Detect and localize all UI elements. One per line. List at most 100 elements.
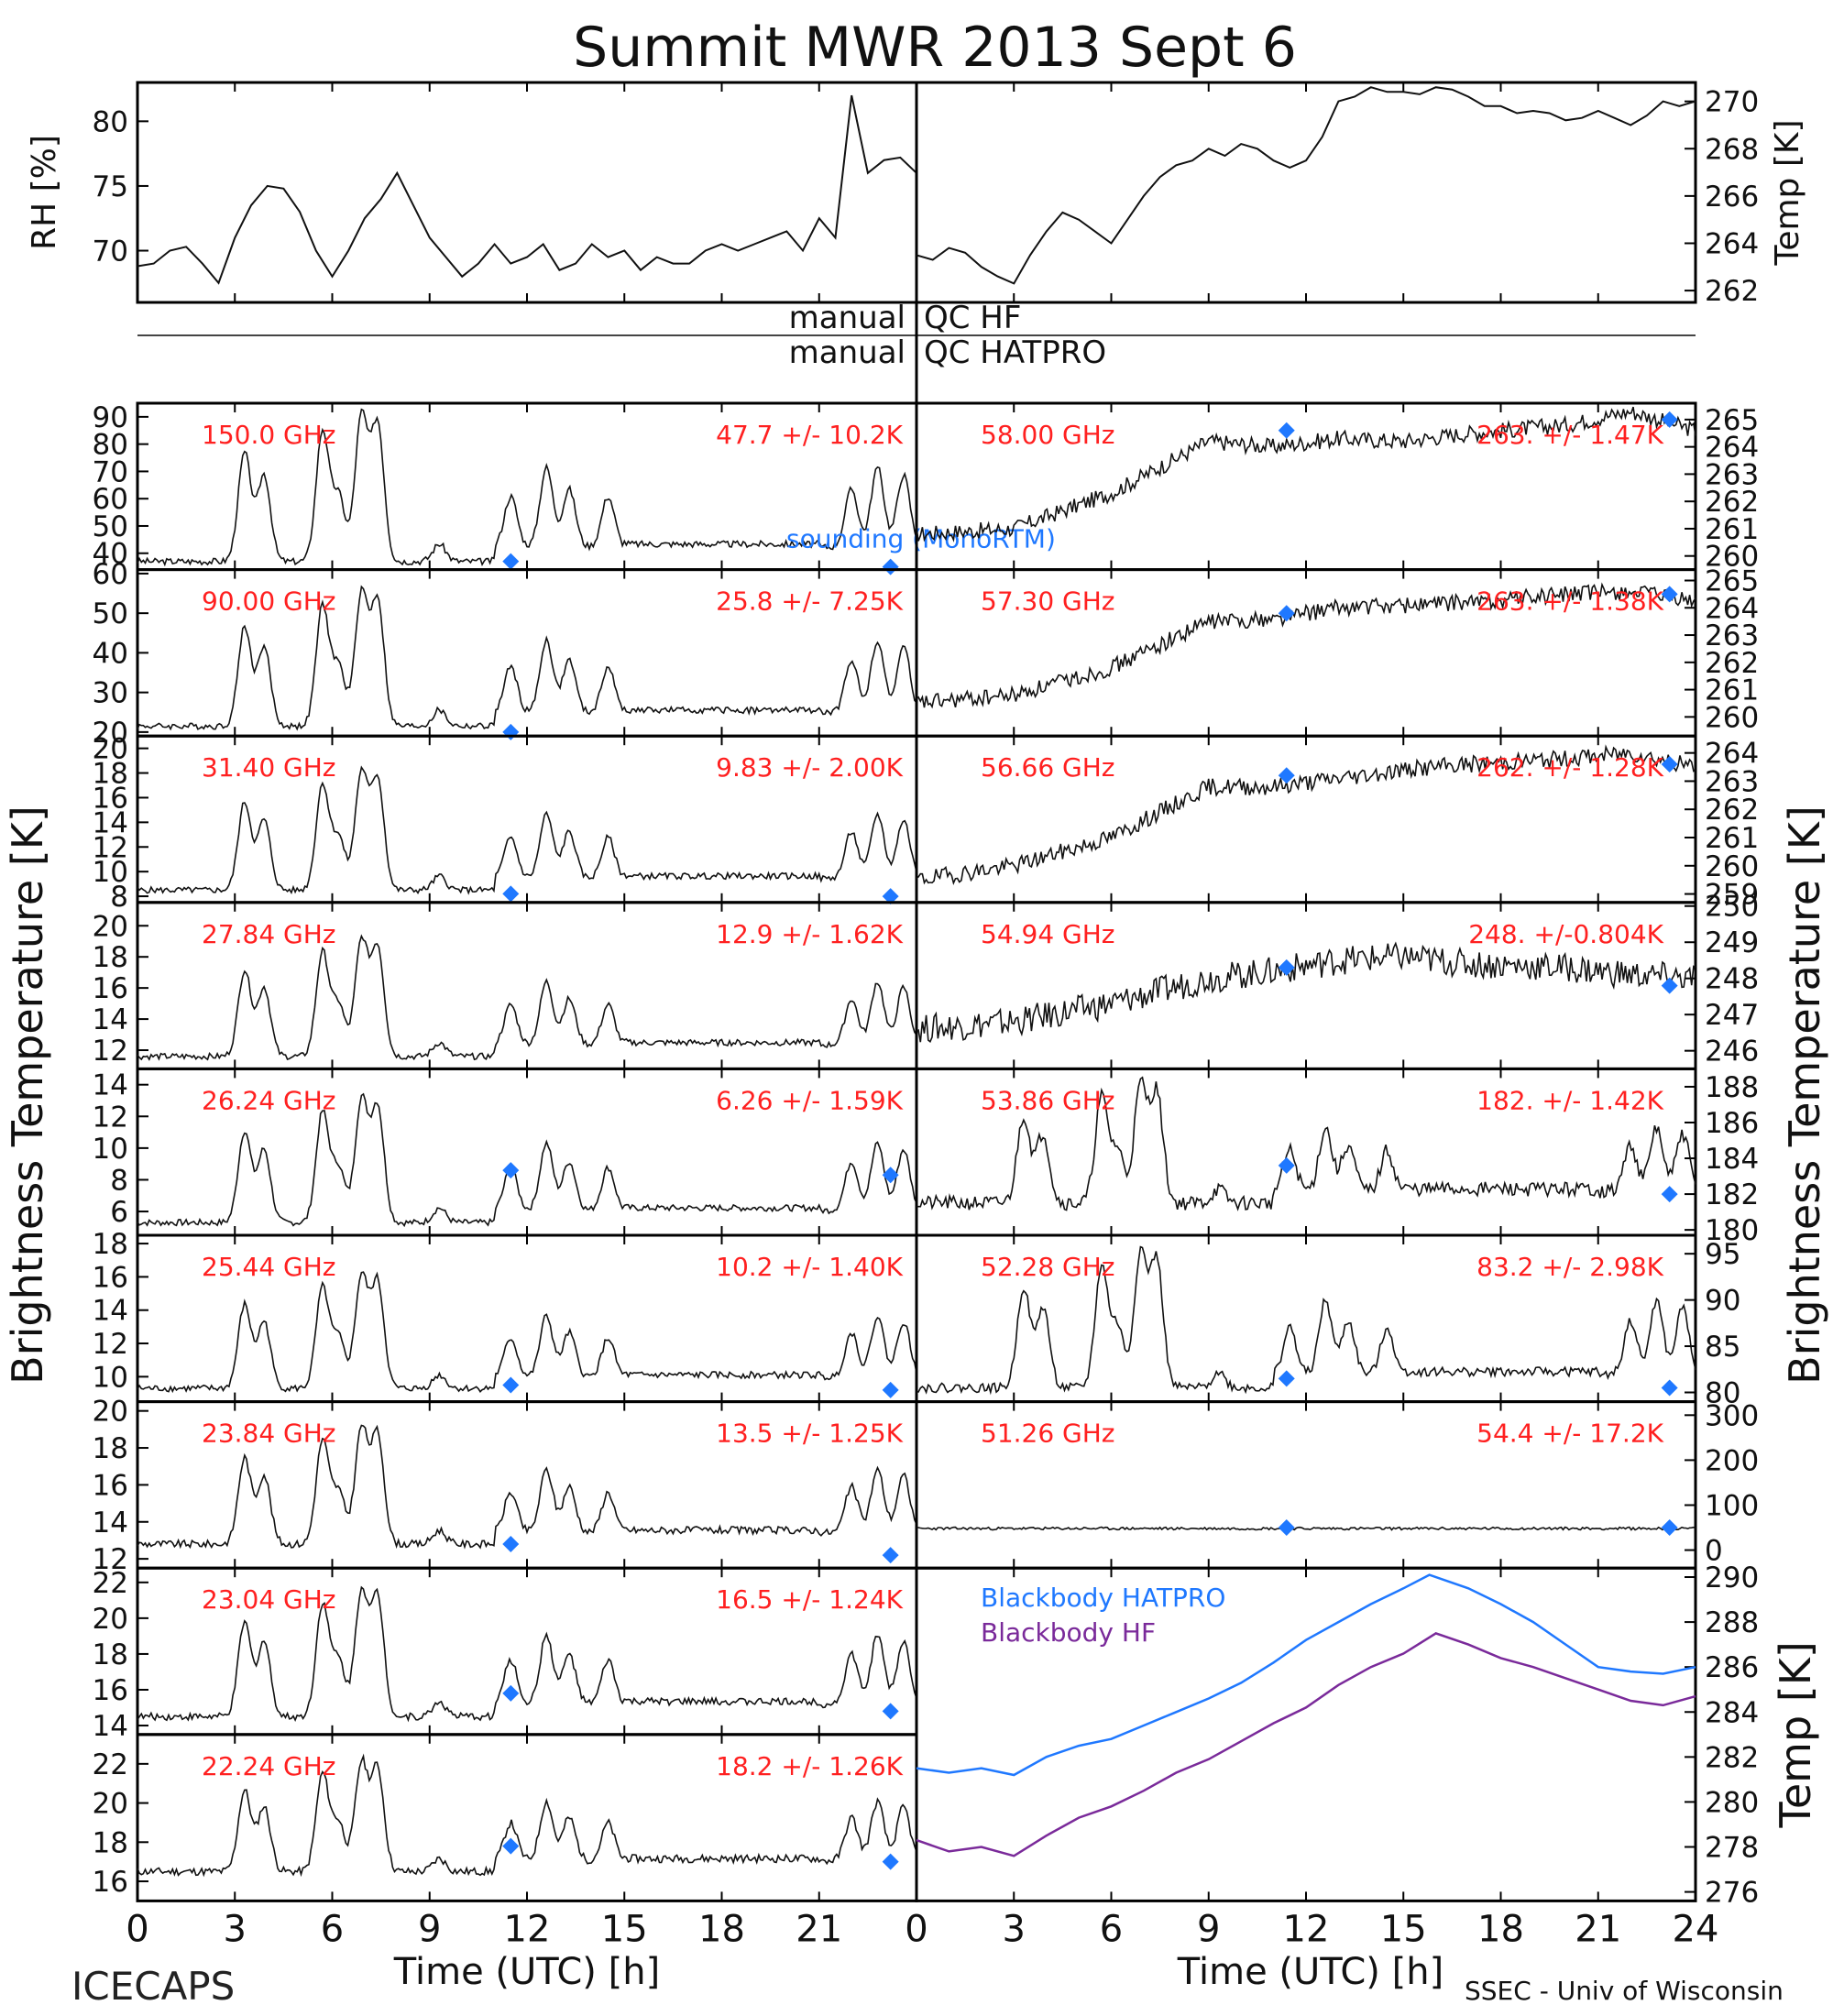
chart-title: Summit MWR 2013 Sept 6 xyxy=(573,16,1297,80)
y-tick-label: 276 xyxy=(1705,1877,1759,1910)
y-tick-label: 265 xyxy=(1705,404,1759,437)
y-tick-label: 263 xyxy=(1705,765,1759,798)
y-tick-label: 10 xyxy=(93,856,128,889)
y-tick-label: 18 xyxy=(93,1228,128,1261)
channel-series-line xyxy=(137,585,917,731)
channel-series-line xyxy=(137,1753,917,1878)
blackbody-series-line xyxy=(916,1632,1696,1857)
qc-manual-label-hf: manual xyxy=(789,300,906,336)
y-tick-label: 16 xyxy=(93,1261,128,1294)
x-tick-label: 0 xyxy=(126,1908,148,1950)
sounding-marker xyxy=(882,1853,899,1870)
y-tick-label: 250 xyxy=(1705,891,1759,924)
channel-stats-label: 18.2 +/- 1.26K xyxy=(716,1751,903,1781)
sounding-marker xyxy=(1661,1379,1678,1397)
sounding-marker xyxy=(1278,422,1295,439)
y-tick-label: 20 xyxy=(93,1603,128,1636)
y-tick-label: 20 xyxy=(93,717,128,750)
channel-series-line xyxy=(137,765,917,895)
y-tick-label: 8 xyxy=(110,1164,128,1197)
sounding-marker xyxy=(1278,959,1295,976)
y-tick-label: 180 xyxy=(1705,1214,1759,1247)
channel-series-line xyxy=(137,1585,917,1723)
sounding-marker xyxy=(502,1684,520,1702)
y-tick-label: 263 xyxy=(1705,619,1759,652)
y-tick-label: 60 xyxy=(93,483,128,516)
y-tick-label: 16 xyxy=(93,1674,128,1707)
x-tick-label: 12 xyxy=(1283,1908,1330,1950)
temp-axis-label: Temp [K] xyxy=(1769,119,1806,266)
temp-series-line xyxy=(916,86,1696,285)
sounding-marker xyxy=(502,1376,520,1394)
channel-frequency-label: 150.0 GHz xyxy=(202,420,336,450)
sounding-marker xyxy=(882,1703,899,1720)
left-y-axis-label: Brightness Temperature [K] xyxy=(3,805,52,1385)
channel-stats-label: 182. +/- 1.42K xyxy=(1476,1085,1663,1115)
y-tick-label: 14 xyxy=(93,806,128,839)
y-tick-label: 260 xyxy=(1705,701,1759,734)
channel-frequency-label: 54.94 GHz xyxy=(981,919,1115,949)
y-tick-label: 90 xyxy=(93,401,128,434)
x-tick-label: 24 xyxy=(1673,1908,1719,1950)
channel-series-line xyxy=(916,941,1696,1043)
y-tick-label: 264 xyxy=(1705,227,1759,260)
y-tick-label: 6 xyxy=(110,1196,128,1229)
channel-stats-label: 16.5 +/- 1.24K xyxy=(716,1584,903,1615)
y-tick-label: 16 xyxy=(93,972,128,1005)
rh-panel xyxy=(136,81,918,304)
channel-frequency-label: 23.04 GHz xyxy=(202,1584,336,1615)
y-tick-label: 30 xyxy=(93,677,128,710)
sounding-marker xyxy=(1661,586,1678,603)
y-tick-label: 8 xyxy=(110,881,128,914)
sounding-marker xyxy=(502,885,520,903)
qc-manual-label-hatpro: manual xyxy=(789,334,906,371)
x-tick-label: 21 xyxy=(796,1908,842,1950)
sounding-marker xyxy=(1278,767,1295,784)
y-tick-label: 14 xyxy=(93,1069,128,1102)
x-tick-label: 6 xyxy=(1100,1908,1123,1950)
blackbody-series-line xyxy=(916,1573,1696,1777)
y-tick-label: 282 xyxy=(1705,1741,1759,1774)
y-tick-label: 268 xyxy=(1705,133,1759,166)
y-tick-label: 261 xyxy=(1705,513,1759,546)
x-axis-label-right: Time (UTC) [h] xyxy=(1177,1951,1443,1993)
sounding-marker xyxy=(502,553,520,570)
y-tick-label: 264 xyxy=(1705,592,1759,625)
sounding-marker xyxy=(882,1167,899,1184)
rh-series-line xyxy=(137,94,917,285)
y-tick-label: 70 xyxy=(93,236,128,268)
y-tick-label: 184 xyxy=(1705,1143,1759,1176)
y-tick-label: 14 xyxy=(93,1710,128,1743)
channel-series-line xyxy=(137,1424,917,1550)
sounding-marker xyxy=(1278,605,1295,622)
y-tick-label: 18 xyxy=(93,758,128,791)
x-tick-label: 21 xyxy=(1575,1908,1621,1950)
x-tick-label: 3 xyxy=(224,1908,247,1950)
y-tick-label: 18 xyxy=(93,1826,128,1859)
y-tick-label: 264 xyxy=(1705,738,1759,771)
channel-stats-label: 12.9 +/- 1.62K xyxy=(716,919,903,949)
channel-stats-label: 263. +/- 1.38K xyxy=(1476,586,1663,617)
channel-stats-label: 248. +/-0.804K xyxy=(1468,919,1663,949)
y-tick-label: 259 xyxy=(1705,879,1759,912)
channel-frequency-label: 57.30 GHz xyxy=(981,586,1115,617)
channel-stats-label: 6.26 +/- 1.59K xyxy=(716,1085,903,1115)
sounding-marker xyxy=(1661,1186,1678,1203)
footer-right: SSEC - Univ of Wisconsin xyxy=(1465,1976,1784,2006)
x-tick-label: 9 xyxy=(418,1908,441,1950)
sounding-marker xyxy=(882,888,899,905)
channel-frequency-label: 23.84 GHz xyxy=(202,1419,336,1449)
y-tick-label: 12 xyxy=(93,831,128,864)
y-tick-label: 22 xyxy=(93,1567,128,1600)
y-tick-label: 20 xyxy=(93,1396,128,1429)
channel-series-line xyxy=(916,406,1696,542)
channel-frequency-label: 31.40 GHz xyxy=(202,752,336,783)
y-tick-label: 12 xyxy=(93,1101,128,1134)
y-tick-label: 278 xyxy=(1705,1832,1759,1865)
channel-stats-label: 25.8 +/- 7.25K xyxy=(716,586,903,617)
y-tick-label: 247 xyxy=(1705,999,1759,1032)
y-tick-label: 70 xyxy=(93,455,128,488)
y-tick-label: 80 xyxy=(93,429,128,462)
y-tick-label: 18 xyxy=(93,941,128,974)
channel-series-line xyxy=(916,1076,1696,1211)
